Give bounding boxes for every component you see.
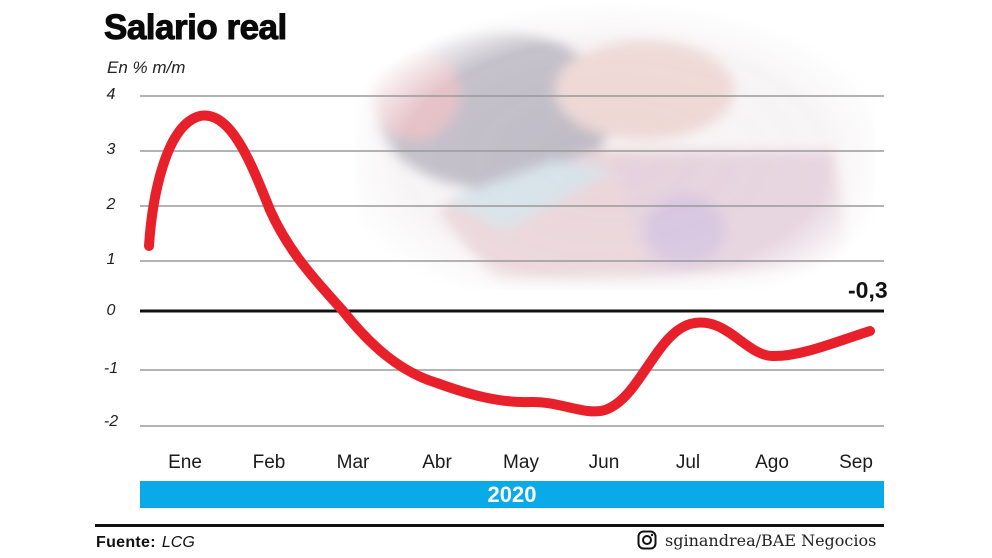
- x-tick-label: Jun: [588, 452, 620, 473]
- instagram-icon: [637, 530, 657, 550]
- y-tick-label: -2: [103, 413, 119, 430]
- y-tick-label: -1: [103, 360, 119, 377]
- gridlines: [140, 95, 884, 427]
- x-tick-label: May: [503, 452, 539, 473]
- x-tick-label: Abr: [422, 452, 452, 473]
- x-tick-label: Jul: [675, 452, 701, 473]
- y-tick-label: 3: [106, 141, 116, 158]
- x-tick-label: Mar: [336, 452, 370, 473]
- source-note: Fuente: LCG: [96, 534, 195, 552]
- x-tick-label: Sep: [839, 452, 873, 473]
- y-tick-label: 0: [106, 302, 116, 319]
- y-tick-label: 4: [106, 86, 116, 103]
- y-tick-label: 2: [106, 196, 116, 213]
- y-tick-label: 1: [106, 251, 116, 268]
- credit-text: sginandrea/BAE Negocios: [665, 530, 877, 550]
- footer-divider: [95, 524, 884, 527]
- year-band: 2020: [140, 481, 884, 508]
- x-tick-label: Feb: [252, 452, 286, 473]
- source-value: LCG: [161, 534, 195, 551]
- last-value-annotation: -0,3: [848, 277, 888, 303]
- x-tick-label: Ene: [168, 452, 202, 473]
- chart-title: Salario real: [104, 8, 288, 48]
- credit: sginandrea/BAE Negocios: [637, 530, 876, 550]
- source-label: Fuente:: [96, 534, 156, 551]
- chart-subtitle: En % m/m: [107, 58, 186, 77]
- year-label: 2020: [487, 481, 537, 507]
- x-tick-label: Ago: [755, 452, 789, 473]
- salario-real-line: [144, 110, 875, 417]
